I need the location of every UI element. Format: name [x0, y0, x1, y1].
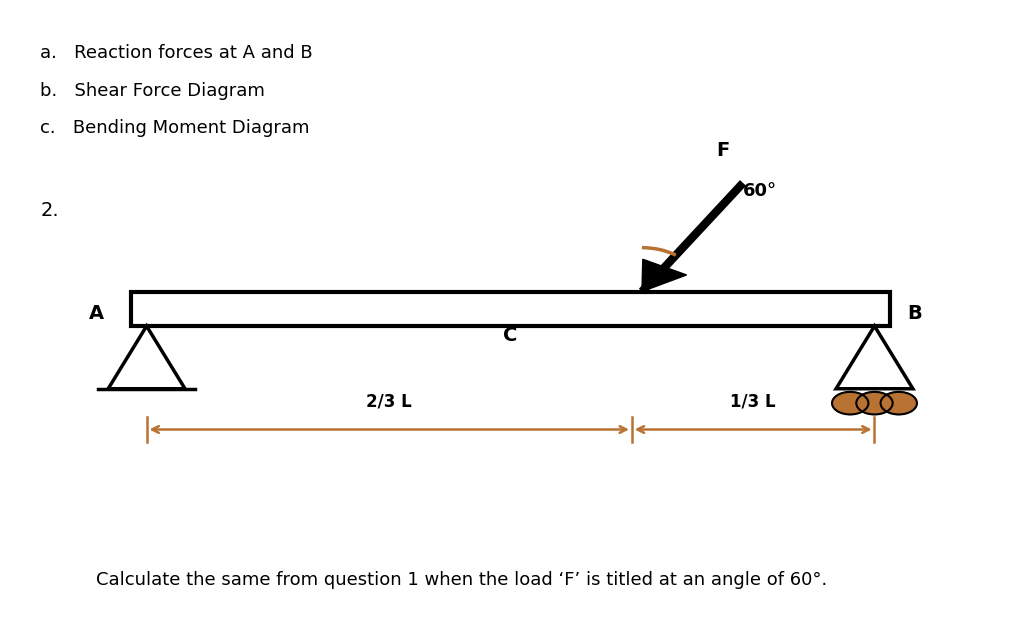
Text: 1/3 L: 1/3 L [730, 393, 776, 411]
Circle shape [881, 392, 916, 414]
Text: F: F [716, 141, 729, 160]
Polygon shape [109, 326, 185, 389]
Text: 2/3 L: 2/3 L [367, 393, 412, 411]
Text: B: B [907, 304, 923, 323]
Text: c.   Bending Moment Diagram: c. Bending Moment Diagram [40, 119, 310, 137]
Text: a.   Reaction forces at A and B: a. Reaction forces at A and B [40, 44, 313, 62]
Polygon shape [642, 260, 687, 292]
Circle shape [833, 392, 868, 414]
Text: C: C [504, 326, 518, 345]
Text: A: A [88, 304, 103, 323]
Text: Calculate the same from question 1 when the load ‘F’ is titled at an angle of 60: Calculate the same from question 1 when … [96, 571, 827, 589]
Circle shape [856, 392, 893, 414]
Bar [131, 292, 890, 326]
Polygon shape [836, 326, 912, 389]
Text: 60°: 60° [743, 182, 777, 200]
Text: b.   Shear Force Diagram: b. Shear Force Diagram [40, 82, 265, 100]
Text: 2.: 2. [40, 201, 59, 219]
